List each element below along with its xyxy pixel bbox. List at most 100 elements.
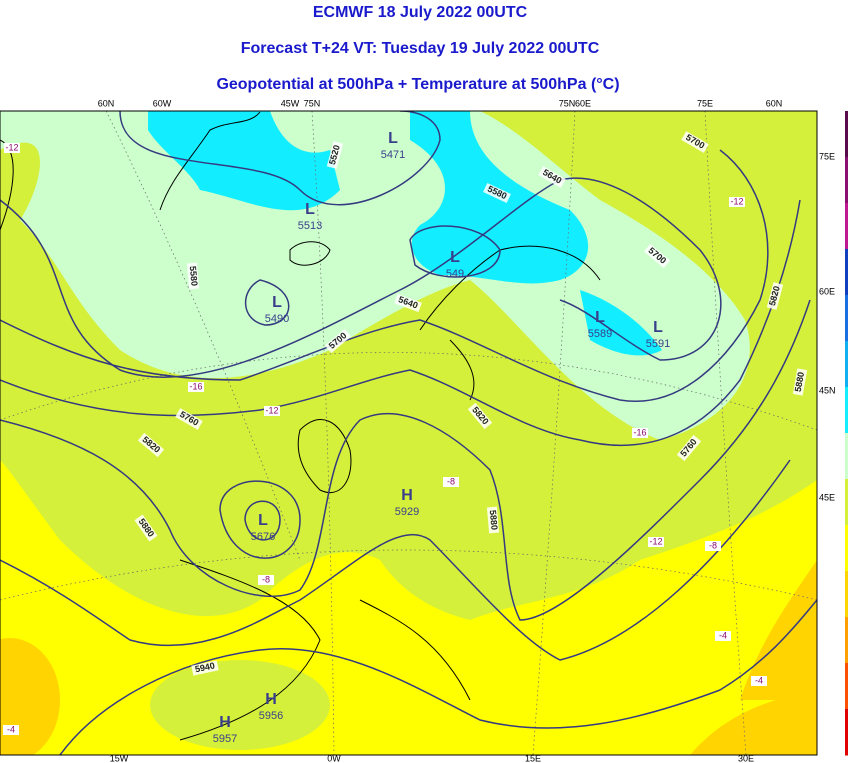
temperature-label-bg xyxy=(258,575,274,585)
graticule xyxy=(0,111,817,755)
graticule-label: 75E xyxy=(819,151,835,161)
colorbar xyxy=(845,111,848,756)
graticule-label: 60N xyxy=(98,98,115,108)
graticule-label: 75N xyxy=(559,98,576,108)
contour-label-group: 5520 xyxy=(326,141,344,169)
contour-label-group: 5820 xyxy=(766,282,784,310)
contour-label-group: 5880 xyxy=(486,506,500,534)
center-value: 5471 xyxy=(381,149,405,161)
contour-label-bg xyxy=(137,432,165,458)
center-symbol: L xyxy=(653,319,663,336)
graticule-label: 60E xyxy=(819,286,835,296)
temperature-label: -12 xyxy=(649,536,662,546)
center-value: 5490 xyxy=(265,313,289,325)
contour-label-bg xyxy=(134,514,158,542)
very-cold-patch xyxy=(148,111,340,211)
center-value: 549 xyxy=(446,268,464,280)
subtitle: Forecast T+24 VT: Tuesday 19 July 2022 0… xyxy=(241,40,600,57)
center-symbol: L xyxy=(305,201,315,218)
graticule-label: 45E xyxy=(819,492,835,502)
center-symbol: H xyxy=(265,691,277,708)
contour-label-bg xyxy=(324,328,352,354)
center-value: 5929 xyxy=(395,506,419,518)
colorbar-step xyxy=(845,249,848,296)
contour-label-bg xyxy=(792,368,808,396)
contour-label-bg xyxy=(486,506,500,534)
temperature-label: -12 xyxy=(5,142,18,152)
colorbar-step xyxy=(845,203,848,250)
temperature-label-bg xyxy=(705,541,721,551)
contour-label-bg xyxy=(643,243,671,269)
orange-patch xyxy=(740,560,817,700)
field-title: Geopotential at 500hPa + Temperature at … xyxy=(216,76,619,93)
map-frame xyxy=(0,110,818,756)
colorbar-step xyxy=(845,341,848,388)
contour-label: 5580 xyxy=(188,266,200,287)
temperature-label-bg xyxy=(188,382,204,392)
center-symbol: L xyxy=(388,130,398,147)
orange-patch xyxy=(690,690,817,755)
temperature-label-bg xyxy=(751,676,767,686)
temperature-label: -8 xyxy=(447,476,455,486)
center-value: 5591 xyxy=(646,338,670,350)
contour-label-bg xyxy=(483,182,511,204)
graticule-label: 45N xyxy=(819,385,836,395)
center-symbol: H xyxy=(401,487,413,504)
contour-label-group: 5580 xyxy=(186,262,200,290)
graticule-label: 75N xyxy=(304,98,321,108)
colorbar-step xyxy=(845,433,848,480)
graticule-label: 15E xyxy=(525,753,541,763)
colorbar-step xyxy=(845,525,848,572)
center-symbol: L xyxy=(595,309,605,326)
temperature-label: -12 xyxy=(730,196,743,206)
center-value: 5676 xyxy=(251,531,275,543)
center-symbol: L xyxy=(450,249,460,266)
temperature-label: -8 xyxy=(709,540,717,550)
contour-label-bg xyxy=(467,402,493,430)
center-symbol: L xyxy=(258,512,268,529)
temperature-label: -4 xyxy=(7,724,15,734)
center-symbol: H xyxy=(219,714,231,731)
colorbar-step xyxy=(845,111,848,158)
graticule-label: 60N xyxy=(766,98,783,108)
title: ECMWF 18 July 2022 00UTC xyxy=(313,4,528,21)
temperature-label: -16 xyxy=(189,381,202,391)
contour-label-bg xyxy=(394,293,422,313)
temperature-label-bg xyxy=(715,631,731,641)
colorbar-step xyxy=(845,571,848,618)
temperature-label-bg xyxy=(443,477,459,487)
temperature-label-bg xyxy=(648,537,664,547)
contour-label-bg xyxy=(538,166,566,188)
temperature-label-bg xyxy=(4,143,20,153)
colorbar-step xyxy=(845,663,848,710)
graticule-label: 75E xyxy=(697,98,713,108)
very-cold-patch xyxy=(580,290,662,356)
temperature-label: -4 xyxy=(755,675,763,685)
contour-label: 5940 xyxy=(194,660,216,674)
temperature-label-bg xyxy=(3,725,19,735)
colorbar-step xyxy=(845,709,848,756)
contour-label-bg xyxy=(766,282,784,310)
contour-label-bg xyxy=(191,660,219,676)
temperature-label-bg xyxy=(632,428,648,438)
colorbar-step xyxy=(845,387,848,434)
contours xyxy=(0,111,817,755)
contour-label-group: 5940 xyxy=(191,660,219,676)
contour-label: 5880 xyxy=(488,510,500,531)
contour-label: 5880 xyxy=(793,371,806,392)
center-value: 5589 xyxy=(588,328,612,340)
colorbar-step xyxy=(845,295,848,342)
temperature-label-bg xyxy=(264,406,280,416)
cold-field xyxy=(0,111,750,440)
graticule-label: 45W xyxy=(281,98,300,108)
center-value: 5957 xyxy=(213,733,237,745)
contour-label-bg xyxy=(175,408,203,430)
mild-patch xyxy=(150,660,330,750)
graticule-label: 60W xyxy=(153,98,172,108)
center-symbol: L xyxy=(272,294,282,311)
temperature-label-bg xyxy=(729,197,745,207)
graticule-label: 60E xyxy=(575,98,591,108)
center-value: 5956 xyxy=(259,710,283,722)
